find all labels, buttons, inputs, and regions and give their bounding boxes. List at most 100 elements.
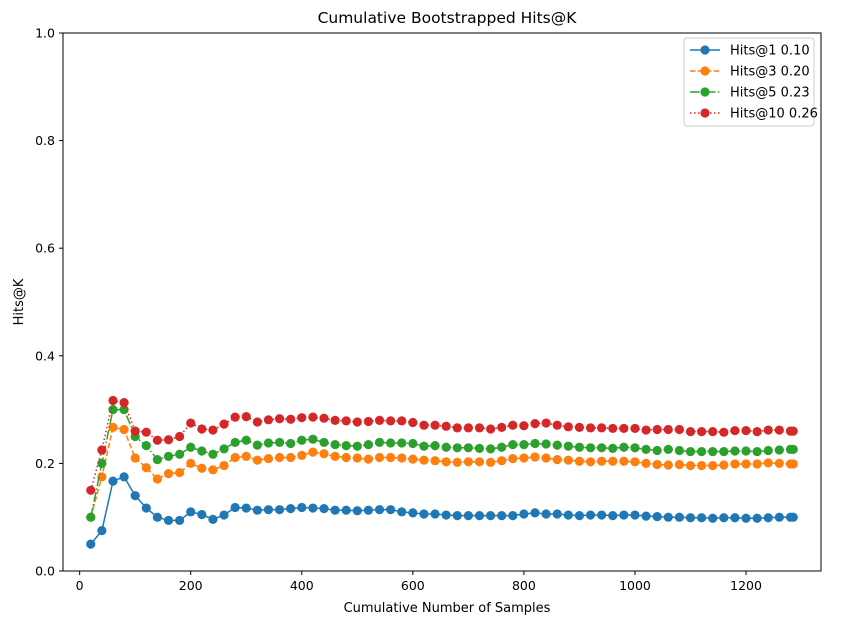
- data-point: [697, 446, 707, 457]
- data-point: [119, 398, 129, 408]
- data-point: [585, 423, 596, 433]
- data-point: [663, 460, 673, 470]
- data-point: [208, 425, 218, 435]
- data-point: [130, 426, 140, 436]
- data-point: [485, 457, 496, 467]
- data-point: [263, 453, 274, 464]
- y-tick-label: 0.6: [35, 241, 55, 256]
- data-point: [585, 457, 596, 467]
- data-point: [386, 452, 396, 463]
- data-point: [552, 440, 562, 450]
- x-tick-label: 0: [76, 578, 84, 593]
- data-point: [230, 502, 240, 513]
- y-axis-title: Hits@K: [12, 278, 27, 325]
- legend-label: Hits@5 0.23: [730, 86, 810, 101]
- chart-title: Cumulative Bootstrapped Hits@K: [318, 9, 578, 27]
- data-point: [474, 423, 485, 433]
- data-point: [241, 503, 251, 513]
- data-point: [597, 443, 607, 453]
- data-point: [186, 507, 196, 517]
- data-point: [230, 452, 240, 463]
- data-point: [788, 512, 798, 522]
- data-point: [697, 513, 707, 523]
- data-point: [563, 441, 573, 451]
- series-3: [86, 405, 798, 522]
- data-point: [719, 446, 729, 457]
- data-point: [574, 442, 585, 452]
- data-point: [330, 451, 340, 462]
- data-point: [263, 438, 274, 448]
- data-point: [419, 455, 429, 465]
- data-point: [141, 441, 151, 451]
- data-point: [641, 425, 651, 435]
- data-point: [408, 417, 418, 428]
- data-point: [741, 513, 751, 523]
- data-point: [774, 445, 784, 455]
- x-axis-title: Cumulative Number of Samples: [344, 601, 551, 616]
- data-point: [374, 505, 385, 515]
- data-point: [397, 416, 407, 426]
- data-point: [175, 431, 185, 442]
- data-point: [563, 422, 573, 432]
- data-point: [263, 415, 274, 425]
- data-point: [241, 435, 251, 445]
- data-point: [652, 445, 662, 456]
- data-point: [563, 510, 573, 520]
- legend-label: Hits@1 0.10: [730, 44, 810, 59]
- data-point: [374, 437, 385, 448]
- data-point: [541, 439, 551, 449]
- data-point: [219, 460, 229, 471]
- data-point: [197, 463, 207, 473]
- series-2: [86, 422, 798, 522]
- data-point: [408, 438, 418, 449]
- data-point: [230, 437, 240, 448]
- legend-marker: [700, 108, 710, 118]
- data-point: [330, 505, 340, 515]
- data-point: [352, 441, 362, 451]
- data-point: [497, 510, 507, 521]
- y-axis: 0.0 0.2 0.4 0.6 0.8 1.0: [35, 26, 63, 579]
- data-point: [685, 513, 696, 523]
- data-point: [508, 439, 518, 450]
- data-point: [274, 505, 285, 515]
- series-layer: [86, 395, 798, 549]
- data-point: [230, 412, 240, 422]
- data-point: [274, 437, 285, 448]
- data-point: [263, 505, 274, 515]
- data-point: [186, 458, 196, 468]
- data-point: [519, 509, 529, 519]
- data-point: [163, 435, 174, 445]
- legend-label: Hits@3 0.20: [730, 65, 810, 80]
- data-point: [374, 452, 385, 463]
- data-point: [708, 427, 718, 437]
- data-point: [119, 472, 129, 482]
- data-point: [286, 438, 296, 449]
- data-point: [741, 425, 751, 436]
- data-point: [552, 420, 562, 430]
- data-point: [274, 452, 285, 463]
- data-point: [97, 472, 107, 482]
- data-point: [341, 505, 351, 515]
- data-point: [463, 510, 473, 521]
- data-point: [530, 438, 540, 449]
- data-point: [319, 413, 329, 423]
- data-point: [763, 458, 773, 468]
- data-point: [474, 510, 485, 521]
- data-point: [630, 443, 640, 453]
- data-point: [630, 457, 640, 467]
- data-point: [130, 453, 140, 463]
- legend-item: Hits@1 0.10: [690, 44, 810, 59]
- data-point: [108, 476, 118, 486]
- data-point: [97, 526, 107, 536]
- data-point: [541, 418, 551, 428]
- data-point: [452, 443, 462, 453]
- data-point: [130, 491, 140, 501]
- legend-marker: [700, 66, 710, 76]
- data-point: [708, 460, 718, 471]
- data-point: [585, 510, 596, 520]
- data-point: [97, 458, 107, 468]
- data-point: [241, 411, 251, 422]
- data-point: [752, 459, 762, 469]
- data-point: [508, 510, 518, 521]
- data-point: [741, 446, 751, 456]
